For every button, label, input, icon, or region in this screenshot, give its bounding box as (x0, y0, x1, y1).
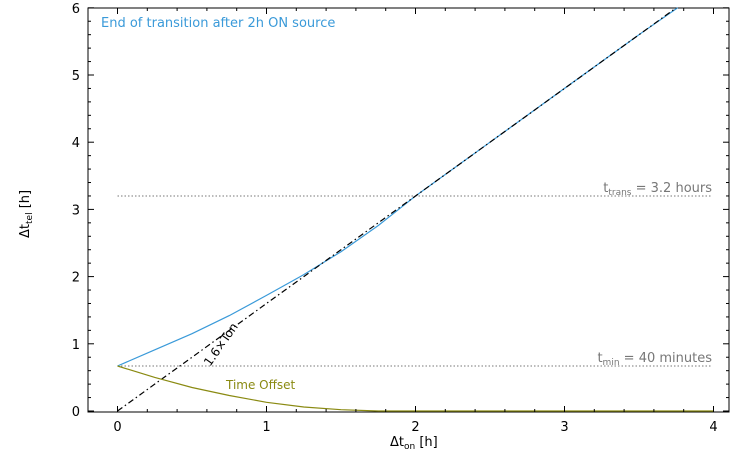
x-tick-label: 1 (262, 420, 270, 435)
series-layer (117, 7, 714, 412)
x-tick-label: 4 (709, 420, 717, 435)
reference-label-main: t (597, 351, 602, 366)
y-tick-label: 6 (72, 2, 80, 17)
x-tick-label: 0 (113, 420, 121, 435)
x-axis-label-sub: on (404, 442, 415, 452)
y-axis-label-unit: [h] (18, 190, 33, 213)
axis-ticks: 0 1 2 3 4 0 1 2 3 4 5 6 (72, 2, 729, 435)
y-tick-label: 2 (72, 271, 80, 286)
reference-label-sub: min (603, 358, 620, 368)
x-tick-label: 2 (411, 420, 419, 435)
linear-dashed-line (117, 7, 677, 412)
y-axis-label: Δttel [h] (18, 190, 35, 238)
x-axis-label: Δton [h] (390, 435, 438, 452)
y-tick-label: 1 (72, 338, 80, 353)
legend-text: End of transition after 2h ON source (101, 16, 335, 31)
reference-label-main: t (603, 181, 608, 196)
y-tick-label: 4 (72, 136, 80, 151)
time-offset-label: Time Offset (225, 378, 296, 392)
x-tick-label: 3 (560, 420, 568, 435)
reference-line-label: ttrans = 3.2 hours (603, 181, 712, 198)
reference-line-label: tmin = 40 minutes (597, 351, 712, 368)
y-axis-label-sub: tel (25, 212, 35, 224)
reference-label-rest: = 3.2 hours (631, 181, 712, 196)
dashed-line-label: 1.6×Ton (201, 320, 241, 368)
reference-label-rest: = 40 minutes (620, 351, 713, 366)
transition-curve-line (117, 7, 679, 367)
y-tick-label: 5 (72, 69, 80, 84)
y-axis-label-main: Δt (18, 224, 33, 238)
y-tick-label: 3 (72, 203, 80, 218)
x-axis-label-main: Δt (390, 435, 404, 450)
reference-label-sub: trans (608, 188, 631, 198)
time-offset-line (117, 365, 714, 412)
y-tick-label: 0 (72, 405, 80, 420)
x-axis-label-unit: [h] (415, 435, 438, 450)
plot-frame (87, 7, 730, 413)
